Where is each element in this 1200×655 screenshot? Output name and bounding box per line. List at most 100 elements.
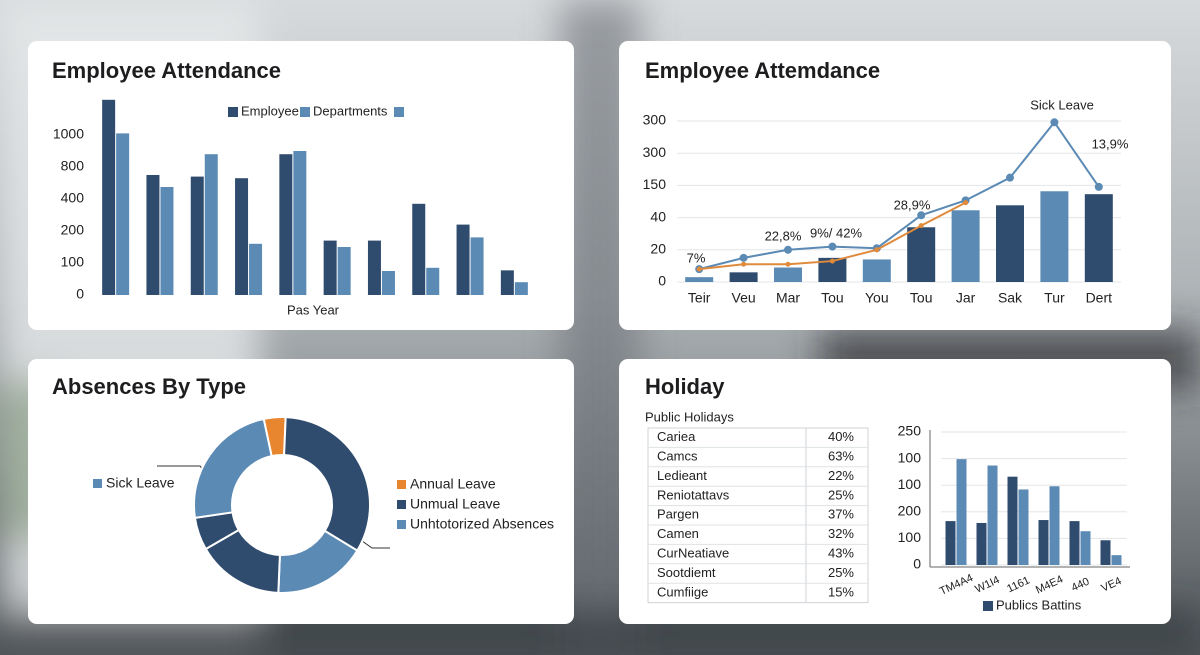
panel-title: Holiday xyxy=(645,374,725,399)
y-tick-label: 100 xyxy=(898,529,922,545)
table-cell: CurNeatiave xyxy=(657,546,729,561)
legend-swatch xyxy=(300,107,310,117)
line-marker xyxy=(696,266,702,272)
bar xyxy=(1080,531,1091,565)
y-tick-label: 20 xyxy=(650,241,666,257)
bar xyxy=(862,259,891,282)
legend-label: Employee xyxy=(241,103,299,118)
bar xyxy=(1084,194,1113,282)
legend-swatch xyxy=(228,107,238,117)
bar xyxy=(293,151,307,295)
chart-title: Employee Attemdance xyxy=(645,58,880,83)
table-cell: 25% xyxy=(828,487,854,502)
table-border xyxy=(647,427,869,604)
line-marker xyxy=(1006,173,1014,182)
panel xyxy=(619,359,1171,624)
bar xyxy=(996,205,1024,282)
table-cell: 40% xyxy=(828,429,854,444)
table-cell: 15% xyxy=(828,584,854,599)
y-tick-label: 800 xyxy=(61,158,85,174)
legend-swatch xyxy=(394,107,404,117)
annotation: 9%/ 42% xyxy=(810,225,862,240)
bar xyxy=(426,267,440,295)
legend-swatch xyxy=(397,520,406,529)
legend-swatch xyxy=(397,500,406,509)
bar xyxy=(1100,540,1111,565)
y-tick-label: 150 xyxy=(643,176,667,192)
bar xyxy=(116,133,130,295)
annotation: 7% xyxy=(687,250,706,265)
bar xyxy=(1049,486,1060,565)
table-cell: Camen xyxy=(657,526,699,541)
bar xyxy=(146,175,160,295)
line-marker xyxy=(785,261,791,267)
line-marker xyxy=(739,253,748,262)
table-title: Public Holidays xyxy=(645,409,734,424)
bar xyxy=(1038,520,1049,565)
y-tick-label: 0 xyxy=(76,286,84,302)
table-cell: 63% xyxy=(828,449,854,464)
table-cell: 22% xyxy=(828,468,854,483)
bar xyxy=(1007,476,1018,565)
bar xyxy=(470,237,484,295)
chart-title: Absences By Type xyxy=(52,374,246,399)
bar xyxy=(729,272,758,282)
bar xyxy=(1069,521,1080,565)
x-tick-label: Sak xyxy=(998,290,1023,306)
bar xyxy=(1111,555,1122,565)
bar xyxy=(774,267,802,282)
bar xyxy=(456,224,470,295)
x-tick-label: Dert xyxy=(1086,290,1113,306)
x-tick-label: Mar xyxy=(776,290,800,306)
y-tick-label: 100 xyxy=(898,476,922,492)
x-tick-label: Veu xyxy=(732,290,756,306)
table-cell: 43% xyxy=(828,546,854,561)
bar xyxy=(907,227,936,282)
annotation: 13,9% xyxy=(1092,136,1129,151)
y-tick-label: 300 xyxy=(643,112,667,128)
bar xyxy=(323,240,337,295)
y-tick-label: 0 xyxy=(658,273,666,289)
table-cell: 32% xyxy=(828,526,854,541)
x-tick-label: Tou xyxy=(821,290,844,306)
legend-label: Publics Battins xyxy=(996,597,1082,612)
line-marker xyxy=(828,242,837,251)
bar xyxy=(337,247,351,295)
y-tick-label: 40 xyxy=(650,208,666,224)
table-cell: Camcs xyxy=(657,449,698,464)
bar xyxy=(367,240,381,295)
bar xyxy=(204,154,218,295)
x-tick-label: Teir xyxy=(688,290,711,306)
legend-label: Sick Leave xyxy=(106,475,175,491)
bar xyxy=(685,277,714,282)
bar xyxy=(160,187,174,295)
y-tick-label: 100 xyxy=(61,254,85,270)
bar xyxy=(514,282,528,295)
line-marker xyxy=(741,261,747,267)
y-tick-label: 200 xyxy=(898,503,922,519)
legend-swatch xyxy=(983,601,993,611)
panel xyxy=(28,359,574,624)
table-cell: Pargen xyxy=(657,507,699,522)
donut-segment xyxy=(193,417,273,519)
x-tick-label: Tur xyxy=(1044,290,1065,306)
y-tick-label: 250 xyxy=(898,423,922,439)
table-cell: 37% xyxy=(828,507,854,522)
bar xyxy=(945,521,956,565)
y-tick-label: 1000 xyxy=(53,126,84,142)
line xyxy=(698,120,1100,271)
line-marker xyxy=(784,245,792,254)
bar xyxy=(956,459,967,565)
bar xyxy=(249,243,263,295)
x-tick-label: Jar xyxy=(956,290,976,306)
bar xyxy=(976,522,987,565)
table-cell: Reniotattavs xyxy=(657,487,730,502)
annotation: Sick Leave xyxy=(1030,97,1094,112)
y-tick-label: 300 xyxy=(643,144,667,160)
x-tick-label: Tou xyxy=(910,290,933,306)
y-tick-label: 400 xyxy=(61,190,85,206)
annotation: 28,9% xyxy=(894,197,931,212)
y-tick-label: 0 xyxy=(913,556,921,572)
donut-segment xyxy=(283,416,371,552)
line-marker xyxy=(829,258,835,264)
